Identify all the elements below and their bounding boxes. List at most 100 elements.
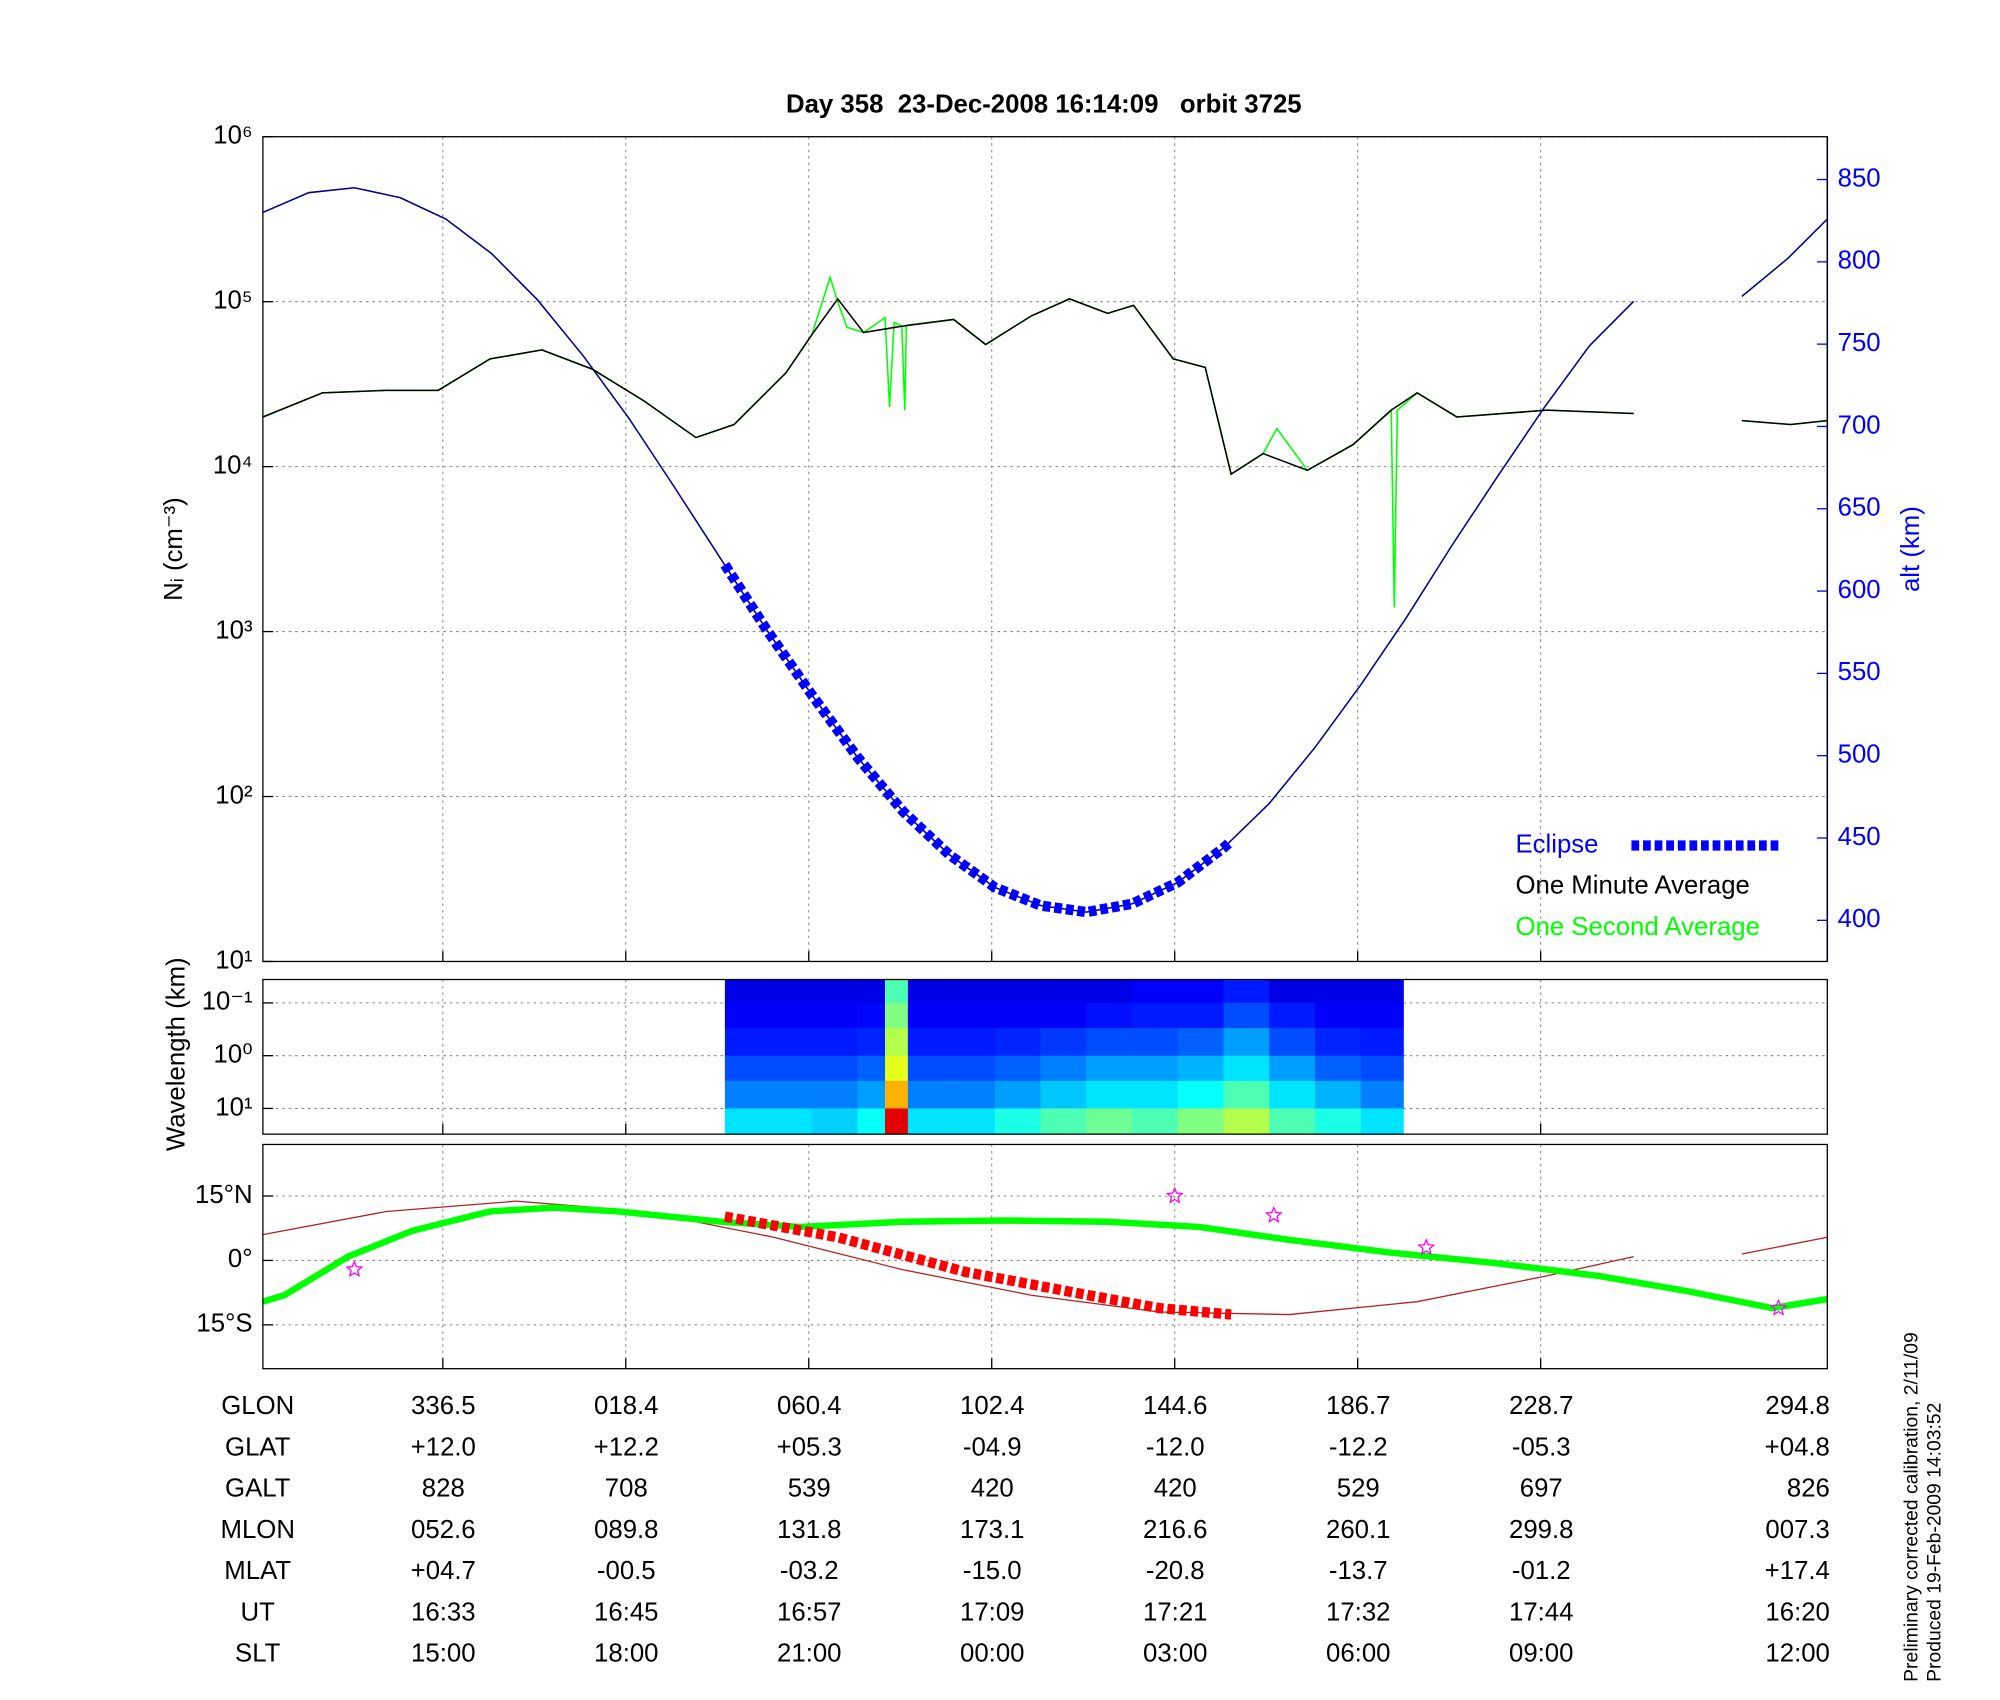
- table-cell: 260.1: [1326, 1516, 1390, 1544]
- table-cell: +05.3: [777, 1433, 842, 1461]
- y-tick-label: 10⁶: [213, 122, 252, 150]
- y2-tick-label: 700: [1838, 411, 1881, 439]
- row-label: SLT: [235, 1640, 281, 1668]
- spectrogram-cell: [1360, 1002, 1404, 1029]
- spectrogram-cell: [885, 1002, 909, 1029]
- spectrogram-cell: [949, 1028, 996, 1057]
- y-tick-label: 0°: [228, 1245, 253, 1273]
- spectrogram-cell: [949, 1002, 996, 1029]
- spectrogram-cell: [811, 1108, 858, 1135]
- series: [262, 186, 1828, 918]
- spectrogram-cell: [724, 979, 767, 1004]
- y-tick-label: 10⁵: [213, 286, 252, 314]
- spectrogram-cell: [1086, 1108, 1133, 1135]
- table-cell: 17:09: [960, 1598, 1024, 1626]
- spectrogram-cell: [857, 1055, 886, 1082]
- spectrogram-cell: [1223, 1002, 1270, 1029]
- table-cell: 828: [422, 1475, 465, 1503]
- table-cell: 17:21: [1143, 1598, 1207, 1626]
- table-cell: 131.8: [777, 1516, 841, 1544]
- spectrogram-cell: [1223, 1055, 1270, 1082]
- spectrogram-cell: [1269, 1055, 1316, 1082]
- plot-frame: [262, 1143, 1828, 1370]
- spectrogram-cell: [1132, 1108, 1179, 1135]
- spectrogram-cell: [1269, 1002, 1316, 1029]
- table-cell: 420: [1154, 1475, 1197, 1503]
- table-cell: 826: [1787, 1475, 1830, 1503]
- table-cell: 15:00: [411, 1640, 475, 1668]
- spectrogram-cell: [724, 1002, 767, 1029]
- spectrogram-cell: [724, 1028, 767, 1057]
- spectrogram-cell: [885, 1080, 909, 1109]
- row-label: GLAT: [225, 1433, 291, 1461]
- spectrogram-cell: [1177, 1028, 1224, 1057]
- table-cell: 529: [1337, 1475, 1380, 1503]
- table-cell: 17:32: [1326, 1598, 1390, 1626]
- table-cell: 03:00: [1143, 1640, 1207, 1668]
- spectrogram-cell: [1132, 1002, 1179, 1029]
- table-cell: 216.6: [1143, 1516, 1207, 1544]
- table-cell: 12:00: [1765, 1640, 1829, 1668]
- y-tick-label: 10⁰: [214, 1040, 253, 1068]
- spectrogram-cell: [1040, 979, 1087, 1004]
- eclipse-line: [720, 561, 1235, 918]
- table-cell: -12.0: [1146, 1433, 1205, 1461]
- table-cell: 00:00: [960, 1640, 1024, 1668]
- row-label: GLON: [221, 1392, 294, 1420]
- table-cell: 420: [971, 1475, 1014, 1503]
- table-cell: 060.4: [777, 1392, 841, 1420]
- spectrogram-cell: [994, 1028, 1041, 1057]
- data-line: [262, 297, 1828, 476]
- spectrogram-cell: [1314, 979, 1362, 1004]
- spectrogram-cell: [1223, 1108, 1270, 1135]
- table-cell: 294.8: [1765, 1392, 1829, 1420]
- spectrogram-cell: [1223, 1080, 1270, 1109]
- y2-tick-label: 600: [1838, 576, 1881, 604]
- row-label: UT: [241, 1598, 276, 1626]
- table-cell: 007.3: [1765, 1516, 1829, 1544]
- legend-label: One Second Average: [1515, 913, 1759, 941]
- y2-tick-label: 500: [1838, 741, 1881, 769]
- y2-tick-label: 850: [1838, 164, 1881, 192]
- table-cell: 173.1: [960, 1516, 1024, 1544]
- spectrogram-cell: [1132, 1080, 1179, 1109]
- y-axis-label: Nᵢ (cm⁻³): [160, 497, 188, 601]
- spectrogram-cell: [885, 979, 909, 1004]
- spectrogram-cell: [907, 1055, 950, 1082]
- spectrogram-cell: [949, 1108, 996, 1135]
- star-marker: [1769, 1298, 1788, 1316]
- spectrogram-cell: [1314, 1108, 1362, 1135]
- spectrogram-cell: [949, 1080, 996, 1109]
- plot-frame: [262, 136, 1828, 963]
- y2-tick-label: 400: [1838, 905, 1881, 933]
- y2-axis-label: alt (km): [1897, 506, 1925, 592]
- table-cell: 16:33: [411, 1598, 475, 1626]
- table-cell: -15.0: [963, 1557, 1022, 1585]
- spectrogram-cell: [994, 1080, 1041, 1109]
- spectrogram-cell: [1360, 979, 1404, 1004]
- spectrogram-cell: [1086, 1055, 1133, 1082]
- y-tick-label: 10⁻¹: [202, 988, 253, 1016]
- y-tick-label: 10²: [215, 781, 253, 809]
- star-marker: [1417, 1238, 1436, 1256]
- spectrogram-cell: [1040, 1002, 1087, 1029]
- spectrogram-cell: [1086, 1002, 1133, 1029]
- spectrogram-cell: [994, 979, 1041, 1004]
- spectrogram-cell: [907, 1028, 950, 1057]
- table-cell: 16:20: [1765, 1598, 1829, 1626]
- spectrogram-cell: [724, 1108, 767, 1135]
- spectrogram-cell: [1314, 1055, 1362, 1082]
- spectrogram: [724, 979, 1404, 1135]
- spectrogram-cell: [1223, 979, 1270, 1004]
- y2-tick-label: 450: [1838, 823, 1881, 851]
- row-label: GALT: [225, 1475, 291, 1503]
- spectrogram-cell: [907, 1080, 950, 1109]
- spectrogram-cell: [949, 979, 996, 1004]
- star-marker: [1165, 1186, 1184, 1204]
- star-marker: [1264, 1205, 1283, 1223]
- spectrogram-cell: [907, 979, 950, 1004]
- spectrogram-cell: [857, 1080, 886, 1109]
- y2-tick-label: 650: [1838, 494, 1881, 522]
- spectrogram-cell: [1086, 1080, 1133, 1109]
- table-cell: -03.2: [780, 1557, 839, 1585]
